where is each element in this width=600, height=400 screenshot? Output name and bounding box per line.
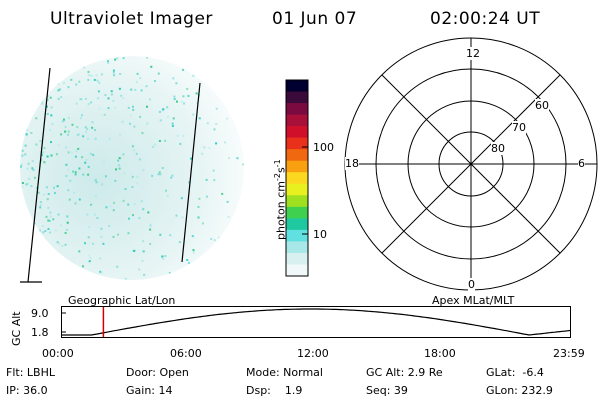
colorbar-band [286, 218, 308, 231]
colorbar-band [286, 229, 308, 242]
earth-image [20, 56, 244, 283]
polar-plot [344, 37, 598, 291]
colorbar-band [286, 137, 308, 150]
seq-value: Seq: 39 [366, 384, 408, 397]
gain-value: Gain: 14 [126, 384, 173, 397]
lat-label-60: 60 [535, 99, 549, 112]
colorbar-band [286, 103, 308, 116]
altitude-timeline [61, 306, 571, 338]
door-value: Door: Open [126, 366, 189, 379]
x-tick-1200: 12:00 [297, 347, 329, 360]
filter-value: Flt: LBHL [6, 366, 55, 379]
geographic-label: Geographic Lat/Lon [68, 294, 176, 307]
colorbar-tick-10: 10 [313, 228, 327, 241]
colorbar-unit-label: photon cm-2s-1 [273, 159, 288, 240]
mlt-label-12: 12 [466, 47, 480, 60]
lat-label-70: 70 [512, 121, 526, 134]
date-label: 01 Jun 07 [272, 9, 358, 29]
limb-line-right [181, 82, 201, 263]
colorbar-band [286, 195, 308, 208]
mlt-label-6: 6 [578, 157, 585, 170]
mlt-label-18: 18 [345, 157, 359, 170]
limb-line-left [27, 67, 51, 283]
colorbar-band [286, 126, 308, 139]
gc-alt-axis-title: GC Alt [10, 311, 23, 346]
gc-alt-value: GC Alt: 2.9 Re [366, 366, 443, 379]
y-tick-1.8: 1.8 [31, 326, 49, 339]
apex-label: Apex MLat/MLT [432, 294, 515, 307]
x-tick-0000: 00:00 [42, 347, 74, 360]
colorbar-band [286, 172, 308, 185]
mode-value: Mode: Normal [246, 366, 323, 379]
x-tick-1800: 18:00 [424, 347, 456, 360]
y-tick-9: 9.0 [31, 307, 49, 320]
ip-value: IP: 36.0 [6, 384, 48, 397]
colorbar-band [286, 183, 308, 196]
colorbar-band [286, 252, 308, 265]
colorbar-band [286, 80, 308, 93]
x-tick-0600: 06:00 [170, 347, 202, 360]
colorbar-band [286, 91, 308, 104]
colorbar-band [286, 114, 308, 127]
colorbar [285, 79, 309, 277]
colorbar-band [286, 206, 308, 219]
colorbar-band [286, 160, 308, 173]
altitude-curve [61, 308, 571, 336]
colorbar-band [286, 264, 308, 277]
dsp-value: Dsp: 1.9 [246, 384, 303, 397]
colorbar-tick-100: 100 [313, 141, 334, 154]
colorbar-band [286, 149, 308, 162]
mlt-label-0: 0 [468, 278, 475, 291]
instrument-title: Ultraviolet Imager [50, 9, 213, 29]
time-label: 02:00:24 UT [430, 9, 541, 29]
glat-value: GLat: -6.4 [486, 366, 544, 379]
lat-label-80: 80 [491, 142, 505, 155]
colorbar-band [286, 241, 308, 254]
glon-value: GLon: 232.9 [486, 384, 553, 397]
x-tick-2359: 23:59 [553, 347, 585, 360]
